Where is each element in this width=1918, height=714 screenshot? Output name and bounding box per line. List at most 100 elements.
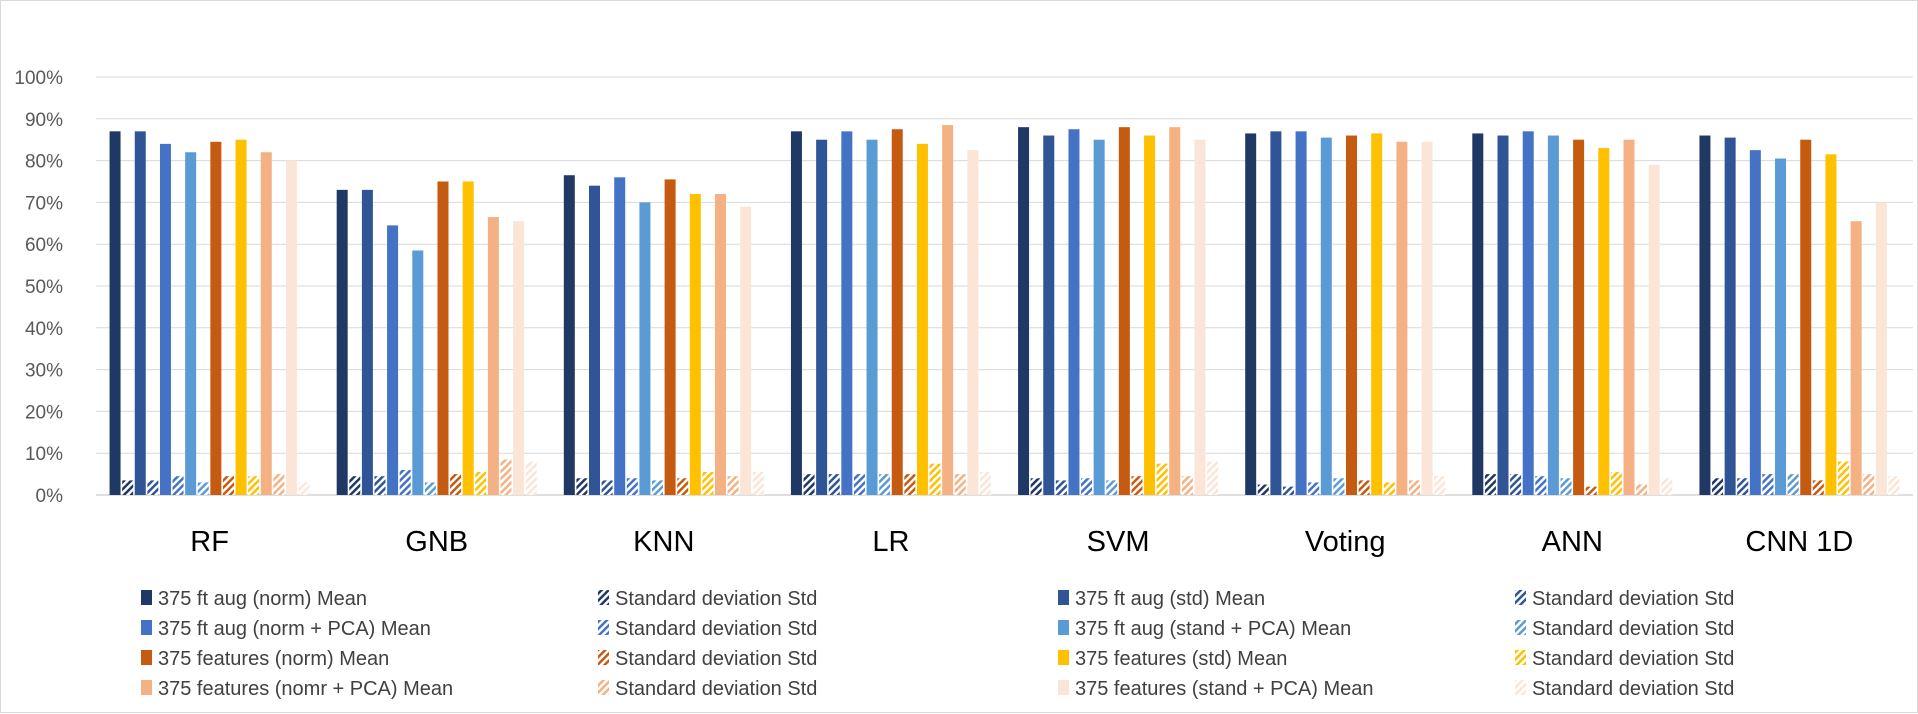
bar-std-rf-5 — [172, 476, 184, 495]
bar-std-cnn-1d-3 — [1737, 478, 1749, 495]
y-tick-label: 90% — [25, 110, 63, 131]
legend-label: Standard deviation Std — [1532, 678, 1734, 700]
bar-std-rf-1 — [122, 480, 134, 495]
bar-std-lr-5 — [853, 474, 865, 495]
legend-label: 375 features (stand + PCA) Mean — [1075, 678, 1374, 700]
bar-mean-gnb-14 — [513, 221, 525, 495]
bar-mean-svm-10 — [1144, 135, 1156, 495]
legend-swatch — [141, 590, 152, 605]
y-tick-label: 20% — [25, 402, 63, 423]
bar-std-svm-5 — [1081, 478, 1093, 495]
legend-label: Standard deviation Std — [1532, 648, 1734, 670]
bar-mean-lr-2 — [816, 139, 828, 495]
bar-mean-gnb-12 — [487, 217, 499, 495]
bar-mean-cnn-1d-10 — [1825, 154, 1837, 495]
y-tick-label: 50% — [25, 277, 63, 298]
legend-label: Standard deviation Std — [1532, 618, 1734, 640]
bar-mean-knn-2 — [589, 185, 601, 495]
bar-std-cnn-1d-9 — [1812, 480, 1824, 495]
bar-std-gnb-13 — [500, 459, 512, 495]
legend-swatch — [598, 620, 609, 635]
bar-mean-svm-8 — [1118, 127, 1130, 495]
bar-mean-knn-10 — [689, 194, 701, 496]
bar-mean-rf-0 — [109, 131, 121, 495]
bar-std-gnb-1 — [349, 476, 361, 495]
bar-std-svm-3 — [1055, 480, 1067, 495]
y-tick-label: 60% — [25, 235, 63, 256]
bar-std-knn-5 — [626, 478, 638, 495]
bar-std-voting-13 — [1408, 480, 1420, 495]
bar-mean-gnb-8 — [437, 181, 449, 495]
bar-mean-knn-0 — [563, 175, 575, 496]
y-tick-label: 100% — [14, 68, 63, 89]
legend-swatch — [1515, 620, 1526, 635]
category-label: ANN — [1542, 526, 1603, 558]
bar-std-voting-7 — [1333, 478, 1345, 495]
bar-mean-voting-6 — [1320, 137, 1332, 496]
legend-label: Standard deviation Std — [615, 678, 817, 700]
category-label: Voting — [1305, 526, 1386, 558]
bar-std-ann-11 — [1610, 472, 1622, 495]
legend-swatch — [1058, 590, 1069, 605]
bar-std-cnn-1d-5 — [1762, 474, 1774, 495]
bar-mean-rf-14 — [285, 160, 297, 495]
bar-std-svm-13 — [1181, 476, 1193, 495]
bar-mean-lr-12 — [942, 125, 954, 495]
legend-swatch — [1058, 650, 1069, 665]
legend-label: 375 ft aug (norm + PCA) Mean — [158, 618, 431, 640]
legend-swatch — [598, 650, 609, 665]
bar-mean-voting-12 — [1396, 141, 1408, 496]
bar-mean-lr-14 — [967, 150, 979, 495]
bar-mean-knn-8 — [664, 179, 676, 495]
bar-std-ann-3 — [1510, 474, 1522, 495]
bar-std-svm-15 — [1207, 461, 1219, 495]
legend-label: 375 ft aug (norm) Mean — [158, 588, 367, 610]
bar-mean-rf-10 — [235, 139, 247, 495]
bar-mean-cnn-1d-0 — [1699, 135, 1711, 495]
y-tick-label: 40% — [25, 319, 63, 340]
bar-std-rf-15 — [298, 482, 310, 495]
bar-std-cnn-1d-11 — [1838, 461, 1850, 495]
bar-mean-cnn-1d-12 — [1850, 221, 1862, 495]
bar-mean-knn-12 — [715, 194, 727, 496]
bar-mean-voting-14 — [1421, 141, 1433, 496]
bar-std-knn-9 — [677, 478, 689, 495]
bar-mean-gnb-6 — [412, 250, 424, 495]
legend-label: 375 ft aug (std) Mean — [1075, 588, 1265, 610]
bar-mean-rf-6 — [185, 152, 197, 496]
bar-mean-lr-6 — [866, 139, 878, 495]
bar-mean-lr-8 — [891, 129, 903, 495]
bar-mean-rf-4 — [159, 143, 171, 495]
bar-mean-lr-0 — [790, 131, 802, 495]
bar-std-ann-1 — [1484, 474, 1496, 495]
bar-std-ann-9 — [1585, 486, 1597, 495]
bar-std-svm-1 — [1030, 478, 1042, 495]
category-label: LR — [872, 526, 909, 558]
legend-swatch — [1058, 680, 1069, 695]
y-tick-label: 80% — [25, 152, 63, 173]
bar-mean-svm-12 — [1169, 127, 1181, 495]
bar-std-cnn-1d-13 — [1863, 474, 1875, 495]
bar-mean-ann-12 — [1623, 139, 1635, 495]
legend-swatch — [598, 590, 609, 605]
bar-std-voting-5 — [1308, 482, 1320, 495]
bar-mean-gnb-2 — [361, 189, 373, 496]
bar-std-lr-15 — [979, 472, 991, 495]
bar-std-cnn-1d-15 — [1888, 476, 1900, 495]
bar-mean-ann-4 — [1522, 131, 1534, 495]
bar-mean-ann-0 — [1472, 133, 1484, 495]
legend-swatch — [1515, 680, 1526, 695]
bar-mean-gnb-4 — [387, 225, 399, 495]
bar-std-rf-9 — [222, 476, 234, 495]
category-label: SVM — [1087, 526, 1150, 558]
bar-std-ann-5 — [1535, 476, 1547, 495]
bar-mean-knn-6 — [639, 202, 651, 495]
bar-std-voting-3 — [1282, 486, 1294, 495]
bar-std-gnb-5 — [399, 469, 411, 495]
bar-mean-ann-2 — [1497, 135, 1509, 495]
bar-std-knn-1 — [576, 478, 588, 495]
bar-mean-knn-14 — [740, 206, 752, 495]
bar-std-rf-13 — [273, 474, 285, 495]
